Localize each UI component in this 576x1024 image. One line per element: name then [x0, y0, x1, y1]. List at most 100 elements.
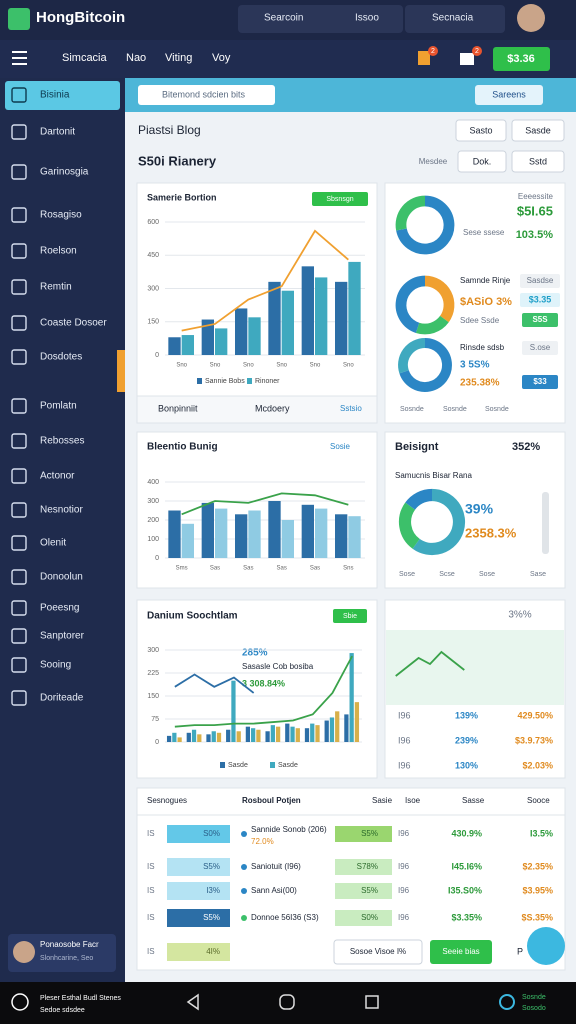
label: Eeeessite	[518, 192, 554, 201]
home-button[interactable]	[279, 994, 295, 1010]
label: S0%	[361, 913, 378, 922]
label: Sasse	[462, 796, 485, 805]
back-button[interactable]	[186, 993, 199, 1011]
sidebar-icon	[11, 315, 27, 331]
label: 2	[475, 48, 479, 55]
label: Sesnogues	[147, 796, 187, 805]
label: I96	[398, 710, 411, 720]
bar	[315, 725, 320, 742]
sidebar-item[interactable]: Nesnotior	[40, 505, 83, 516]
label: S.ose	[530, 343, 551, 352]
filter[interactable]	[511, 150, 565, 173]
legend-label: Sasde	[228, 762, 248, 769]
bar	[354, 702, 360, 742]
label: Sosnde	[485, 406, 509, 413]
sidebar-item[interactable]: Rosagiso	[40, 210, 82, 221]
button[interactable]	[511, 119, 565, 142]
label: Danium Soochtlam	[147, 611, 238, 622]
y-tick-label: 300	[147, 498, 159, 505]
bar	[172, 732, 177, 742]
label: Sase	[530, 571, 546, 578]
label: Sose	[479, 571, 495, 578]
balance-button[interactable]	[493, 47, 550, 71]
sidebar-item[interactable]: Dosdotes	[40, 352, 82, 363]
bar	[166, 735, 172, 742]
donut-segment	[415, 315, 449, 335]
y-tick-label: 600	[147, 219, 159, 226]
header-button[interactable]	[475, 85, 543, 105]
label: $5I.65	[517, 203, 553, 218]
sidebar-item[interactable]: Olenit	[40, 538, 66, 549]
sidebar-item[interactable]: Bisinia	[40, 90, 70, 101]
label: $3.35	[529, 294, 552, 304]
progress-bar	[167, 909, 230, 927]
sidebar-tab[interactable]	[117, 350, 125, 392]
label: 39%	[465, 501, 494, 517]
line	[395, 650, 465, 677]
mail-icon[interactable]	[460, 53, 474, 65]
sidebar-item[interactable]: Roelson	[40, 246, 77, 257]
sidebar-item[interactable]: Poeesng	[40, 603, 79, 614]
x-tick-label: Sns	[343, 566, 353, 572]
bar	[248, 317, 261, 355]
sidebar-item[interactable]: Sanptorer	[40, 631, 85, 642]
button[interactable]	[430, 940, 492, 964]
x-tick-label: Sno	[343, 363, 354, 369]
search-box[interactable]	[238, 5, 403, 33]
label: Sstsio	[340, 404, 362, 413]
bar	[201, 502, 214, 558]
card	[384, 431, 566, 589]
donut-segment	[399, 338, 452, 392]
header-search[interactable]	[138, 85, 275, 105]
recents-button[interactable]	[365, 995, 379, 1009]
label: Rosboul Potjen	[242, 796, 301, 805]
button[interactable]	[333, 939, 423, 965]
label: Sosnde	[443, 406, 467, 413]
fab[interactable]	[527, 927, 565, 965]
label: Sosnde	[400, 406, 424, 413]
scrollbar[interactable]	[542, 492, 549, 554]
sidebar-item[interactable]: Donoolun	[40, 572, 83, 583]
avatar[interactable]	[517, 4, 545, 32]
sidebar-item[interactable]: Coaste Dosoer	[40, 318, 107, 329]
sidebar-item[interactable]: Pomlatn	[40, 401, 77, 412]
donut-segment	[398, 502, 421, 549]
bar	[191, 729, 197, 742]
sidebar-item[interactable]: Rebosses	[40, 436, 84, 447]
label: 2	[431, 48, 435, 55]
label: $ASiO 3%	[460, 296, 512, 308]
sidebar-item[interactable]: Garinosgia	[40, 167, 89, 178]
x-tick-label: Sas	[310, 566, 320, 572]
sidebar-item[interactable]: Actonor	[40, 471, 75, 482]
label: S5%	[203, 913, 220, 922]
legend-swatch	[270, 762, 275, 768]
sidebar-icon	[11, 124, 27, 140]
sidebar-item[interactable]: Sooing	[40, 660, 71, 671]
label: Dok.	[473, 156, 492, 166]
button[interactable]	[455, 119, 507, 142]
bar	[304, 728, 310, 742]
y-tick-label: 450	[147, 252, 159, 259]
donut-segment	[412, 488, 466, 556]
sidebar-item[interactable]: Doriteade	[40, 693, 84, 704]
system-icon[interactable]	[11, 993, 29, 1011]
filter[interactable]	[457, 150, 507, 173]
sidebar-item[interactable]: Remtin	[40, 282, 72, 293]
profile-card[interactable]	[8, 934, 116, 972]
label: 72.0%	[251, 837, 274, 846]
bar	[197, 734, 202, 742]
label: Sasde	[525, 125, 551, 135]
bar	[177, 737, 182, 742]
bar	[186, 732, 191, 742]
bar	[235, 514, 248, 558]
notify-icon[interactable]	[418, 51, 430, 65]
label: IS	[147, 862, 155, 871]
search-chip[interactable]	[405, 5, 505, 33]
sidebar-item[interactable]: Dartonit	[40, 127, 75, 138]
menu-icon[interactable]	[12, 51, 27, 65]
label: Scse	[439, 571, 455, 578]
label: Piastsi Blog	[138, 123, 201, 137]
bar	[245, 726, 251, 742]
bar	[256, 729, 261, 742]
